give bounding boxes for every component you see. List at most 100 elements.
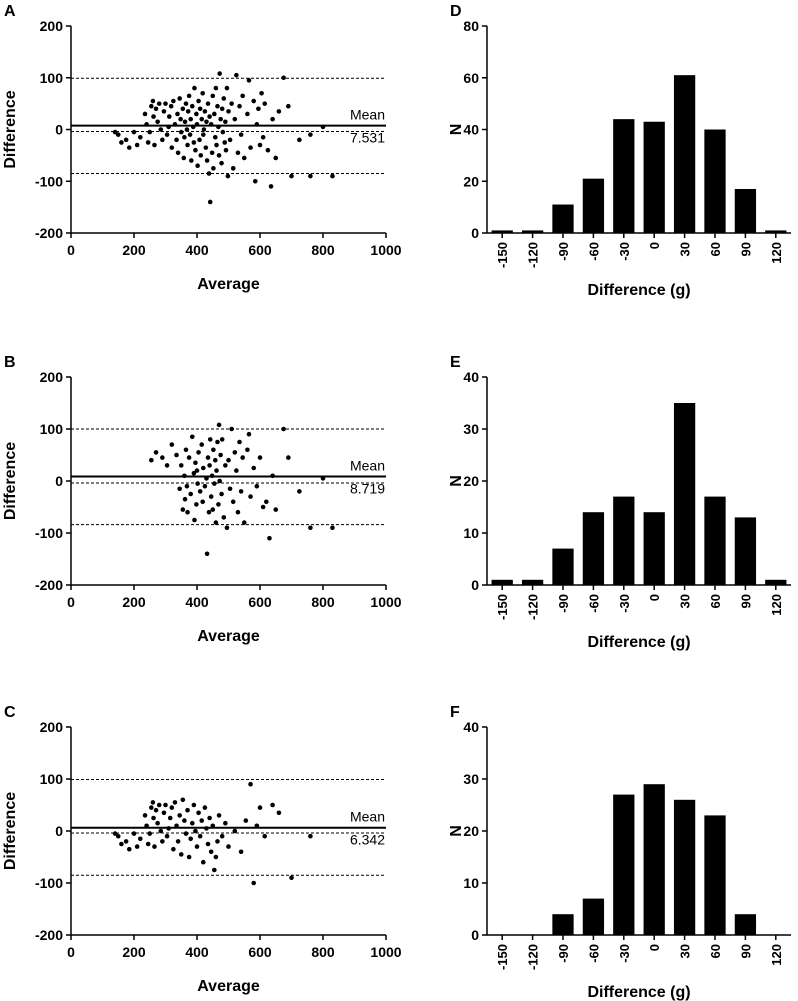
y-tick-label: 20	[463, 173, 479, 189]
histogram-bar	[673, 799, 696, 935]
data-point	[172, 800, 178, 805]
x-tick-label: 800	[311, 242, 335, 258]
scatter-panel-b: B -200 -100 0 100 200 0 200 400 600 800 1000 Average…	[2, 354, 402, 645]
data-point	[248, 781, 253, 787]
data-point	[200, 90, 205, 96]
data-point	[219, 437, 225, 442]
data-point	[320, 124, 326, 130]
x-tick-label: -120	[526, 944, 541, 970]
data-point	[205, 841, 211, 847]
data-point	[185, 807, 190, 813]
data-point	[189, 103, 195, 109]
data-point	[257, 805, 263, 810]
histogram-bar	[521, 579, 544, 585]
data-point	[189, 820, 195, 826]
data-point	[286, 455, 291, 460]
data-point	[262, 101, 268, 106]
data-point	[193, 828, 198, 834]
data-point	[197, 106, 203, 112]
x-tick-label: 30	[678, 594, 693, 608]
x-tick-label: 120	[769, 594, 784, 616]
data-point	[201, 465, 206, 471]
data-point	[182, 473, 187, 479]
y-tick-label: 10	[463, 875, 479, 891]
data-point	[169, 805, 175, 810]
y-axis-label: Difference	[2, 442, 19, 520]
y-axis-label: N	[448, 825, 465, 837]
x-tick-label: 800	[311, 944, 335, 960]
data-point	[210, 507, 216, 512]
data-point	[152, 142, 157, 148]
data-point	[207, 199, 213, 205]
data-point	[194, 122, 200, 127]
data-point	[297, 489, 302, 494]
data-point	[204, 119, 209, 125]
x-tick-label: -30	[617, 242, 632, 261]
data-point	[195, 163, 200, 169]
data-point	[172, 122, 178, 127]
data-point	[169, 442, 175, 447]
histogram-bar	[704, 129, 726, 233]
histogram-bar	[643, 121, 665, 233]
data-point	[207, 815, 212, 821]
x-axis-label: Average	[197, 276, 260, 293]
data-point	[186, 854, 192, 860]
data-point	[216, 153, 222, 158]
x-axis-label: Difference (g)	[587, 282, 690, 299]
histogram-bar	[673, 403, 696, 585]
data-point	[153, 450, 159, 455]
data-point	[164, 463, 170, 468]
data-point	[270, 116, 275, 122]
data-point	[281, 75, 286, 81]
data-point	[183, 831, 189, 836]
data-point	[208, 494, 214, 499]
data-point	[238, 849, 244, 855]
data-point	[166, 124, 171, 130]
data-point	[308, 173, 313, 179]
y-axis-label: Difference	[2, 792, 19, 870]
x-tick-label: 30	[678, 242, 693, 256]
data-point	[177, 813, 182, 818]
data-point	[232, 450, 238, 455]
data-point	[245, 447, 250, 453]
panel-letter: D	[450, 3, 462, 20]
data-point	[202, 109, 208, 114]
y-tick-label: -200	[35, 577, 63, 593]
data-point	[208, 849, 214, 855]
data-point	[186, 455, 192, 460]
data-point	[248, 494, 253, 499]
data-point	[174, 823, 179, 829]
x-tick-label: -60	[586, 594, 601, 613]
x-tick-label: 1000	[370, 594, 401, 610]
data-point	[215, 103, 220, 109]
data-point	[160, 137, 165, 143]
data-point	[115, 833, 121, 839]
data-point	[160, 839, 165, 844]
data-point	[204, 826, 209, 831]
data-point	[177, 96, 182, 101]
data-point	[142, 111, 148, 117]
data-point	[217, 478, 222, 484]
data-point	[187, 132, 193, 137]
mean-value: 8.719	[350, 480, 385, 496]
data-point	[196, 98, 201, 104]
data-point	[224, 525, 230, 531]
data-point	[151, 815, 156, 821]
data-point	[183, 447, 189, 453]
x-tick-label: 400	[185, 242, 209, 258]
data-point	[234, 72, 239, 78]
data-point	[256, 106, 261, 112]
data-point	[268, 184, 274, 189]
data-point	[270, 802, 275, 808]
data-point	[180, 507, 186, 512]
histogram-bar	[491, 230, 513, 233]
x-tick-label: 600	[248, 944, 272, 960]
x-tick-label: 120	[769, 944, 784, 966]
y-tick-label: -200	[35, 927, 63, 943]
data-point	[205, 455, 211, 460]
data-point	[289, 875, 294, 881]
y-tick-label: 0	[55, 122, 63, 138]
data-point	[153, 106, 159, 112]
data-point	[180, 106, 186, 112]
data-point	[171, 846, 176, 852]
